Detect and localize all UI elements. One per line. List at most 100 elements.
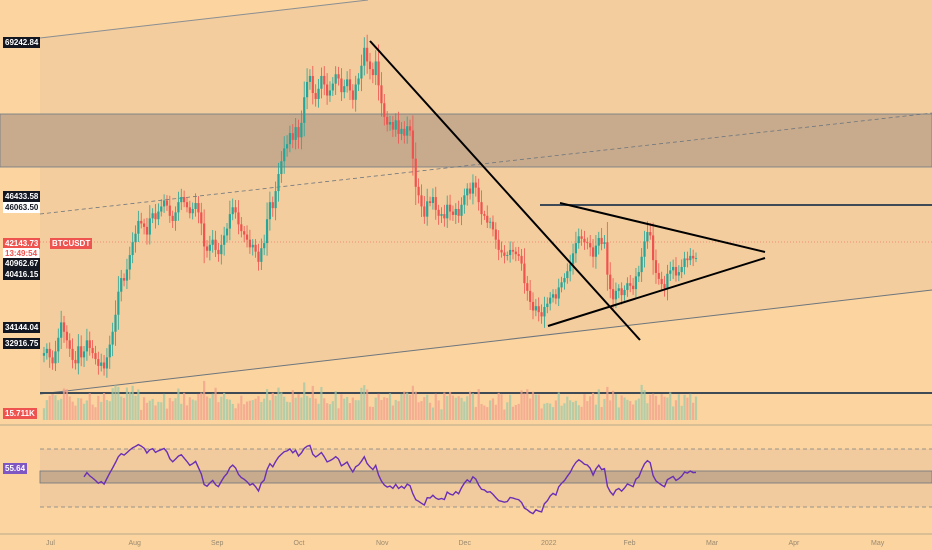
volume-bar xyxy=(363,385,366,420)
price-label-5: 34144.04 xyxy=(3,322,41,333)
volume-bar xyxy=(74,405,77,420)
volume-bar xyxy=(88,393,91,420)
candle-body xyxy=(257,251,260,262)
candle-body xyxy=(417,186,420,196)
volume-bar xyxy=(251,400,254,420)
volume-bar xyxy=(354,400,357,420)
candle-body xyxy=(577,236,580,244)
candle-body xyxy=(220,244,223,255)
volume-bar xyxy=(514,404,517,420)
volume-bar xyxy=(291,390,294,420)
volume-bar xyxy=(128,391,131,420)
candle-body xyxy=(128,255,131,270)
symbol-label: BTCUSDT xyxy=(50,238,93,249)
volume-bar xyxy=(91,404,94,420)
candle-body xyxy=(423,206,426,217)
candle-body xyxy=(223,235,226,245)
candle-body xyxy=(94,353,97,360)
candle-body xyxy=(517,254,520,256)
volume-bar xyxy=(663,396,666,420)
volume-bar xyxy=(211,393,214,420)
volume-bar xyxy=(434,393,437,420)
volume-bar xyxy=(357,400,360,420)
candle-body xyxy=(254,244,257,252)
volume-bar xyxy=(97,395,100,420)
candle-body xyxy=(646,232,649,242)
candle-body xyxy=(85,340,88,352)
volume-bar xyxy=(457,396,460,420)
volume-bar xyxy=(614,394,618,420)
candle-body xyxy=(414,158,417,187)
volume-bar xyxy=(85,400,88,420)
candle-body xyxy=(600,237,603,244)
rsi-pane[interactable] xyxy=(0,426,932,534)
volume-bar xyxy=(403,391,406,420)
volume-bar xyxy=(540,408,543,420)
candle-body xyxy=(677,272,680,276)
volume-bar xyxy=(657,404,660,420)
volume-bar xyxy=(683,394,686,420)
volume-bar xyxy=(374,397,377,420)
candle-body xyxy=(54,351,57,364)
candle-body xyxy=(386,116,389,125)
volume-bar xyxy=(203,380,206,420)
volume-bar xyxy=(100,401,103,420)
price-label-0: 69242.84 xyxy=(3,37,41,48)
volume-bar xyxy=(400,393,403,420)
volume-bar xyxy=(543,403,546,420)
candle-body xyxy=(411,130,414,159)
volume-bar xyxy=(77,398,80,420)
volume-bar xyxy=(142,397,146,420)
time-axis[interactable]: JulAugSepOctNovDec2022FebMarAprMayJun xyxy=(0,533,932,547)
candle-body xyxy=(48,348,51,358)
candle-body xyxy=(463,195,466,205)
candle-body xyxy=(102,362,106,369)
price-pane[interactable] xyxy=(0,0,932,426)
volume-bar xyxy=(57,400,60,420)
volume-bar xyxy=(574,400,577,420)
volume-bar xyxy=(217,402,220,420)
volume-bar xyxy=(65,389,68,420)
volume-bar xyxy=(634,400,638,420)
volume-bar xyxy=(440,409,443,420)
volume-bar xyxy=(205,396,209,420)
volume-bar xyxy=(386,398,389,420)
candle-body xyxy=(274,191,277,209)
volume-bar xyxy=(177,388,180,420)
month-tick-label: Oct xyxy=(294,540,305,547)
candle-body xyxy=(160,206,163,212)
candle-body xyxy=(122,278,126,281)
month-tick-label: May xyxy=(871,540,885,547)
volume-bar xyxy=(460,397,463,420)
candle-body xyxy=(205,246,209,251)
volume-bar xyxy=(237,403,240,420)
volume-bar xyxy=(191,399,194,420)
candle-body xyxy=(305,81,309,98)
candle-body xyxy=(554,294,557,299)
volume-bar xyxy=(197,393,200,420)
volume-bar xyxy=(194,400,197,420)
volume-bar xyxy=(560,405,563,420)
volume-bar xyxy=(334,391,337,420)
candle-body xyxy=(62,322,66,332)
volume-bar xyxy=(637,398,640,420)
volume-bar xyxy=(311,385,314,420)
volume-bar xyxy=(320,386,323,420)
candle-body xyxy=(446,204,449,219)
candle-body xyxy=(268,202,272,220)
candle-body xyxy=(97,359,100,366)
candle-body xyxy=(360,65,363,79)
candle-body xyxy=(609,274,612,290)
candle-body xyxy=(614,290,618,300)
candle-body xyxy=(203,223,206,247)
candle-body xyxy=(437,209,440,216)
candle-body xyxy=(240,224,243,232)
candle-body xyxy=(168,205,171,216)
price-label-3: 40962.67 xyxy=(3,258,41,269)
candle-body xyxy=(669,270,672,274)
volume-bar xyxy=(240,395,243,420)
candle-body xyxy=(631,285,635,290)
candle-body xyxy=(348,79,352,91)
candle-body xyxy=(674,266,678,276)
